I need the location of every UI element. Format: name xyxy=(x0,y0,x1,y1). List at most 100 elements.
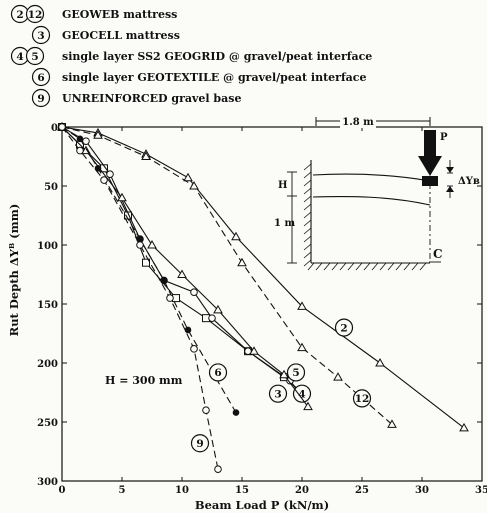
inset-load-label: P xyxy=(440,132,448,143)
hatch-mark xyxy=(403,262,411,271)
legend-label-3: single layer GEOTEXTILE @ gravel/peat in… xyxy=(62,71,367,84)
load-arrow-shaft xyxy=(424,130,436,156)
legend-mark-9: 9 xyxy=(31,88,51,108)
series-2-label: 2 xyxy=(334,318,354,337)
hatch-mark xyxy=(303,219,312,227)
series-6-label: 6 xyxy=(208,363,228,382)
series-12-label: 12 xyxy=(352,389,372,408)
series-3-point-4 xyxy=(142,258,150,267)
series-6-point-4 xyxy=(160,277,168,284)
series-3-label-circle xyxy=(268,384,288,403)
hatch-mark xyxy=(303,211,312,219)
series-6-label-text: 6 xyxy=(214,367,221,379)
series-9-label: 9 xyxy=(190,434,210,453)
legend-mark-5-text: 5 xyxy=(31,51,38,63)
hatch-mark xyxy=(307,262,315,271)
legend-mark-3-text: 3 xyxy=(37,30,44,42)
hatch-mark xyxy=(303,195,312,203)
load-arrow-head xyxy=(418,156,442,176)
legend-mark-6-circle xyxy=(31,67,51,87)
x-tick-label-30: 30 xyxy=(415,485,429,496)
h-annotation: H = 300 mm xyxy=(105,374,183,387)
y-tick-label-250: 250 xyxy=(37,418,58,429)
series-6-point-6 xyxy=(232,409,240,416)
series-9-point-1 xyxy=(76,146,84,155)
x-tick-label-15: 15 xyxy=(235,485,249,496)
y-tick-label-50: 50 xyxy=(44,182,58,193)
series-9-point-7 xyxy=(214,465,222,474)
series-9-point-4 xyxy=(166,294,174,302)
series-9-label-circle xyxy=(190,434,210,453)
hatch-mark xyxy=(419,262,427,271)
hatch-mark xyxy=(371,262,379,271)
plot-frame xyxy=(61,126,483,482)
legend-mark-9-circle xyxy=(31,88,51,108)
hatch-mark xyxy=(331,262,339,271)
y-tick-label-0: 0 xyxy=(51,123,58,134)
legend-mark-2-text: 2 xyxy=(16,9,23,21)
y-tick-label-150: 150 xyxy=(37,300,58,311)
series-2-point-5 xyxy=(297,301,307,310)
hatch-mark xyxy=(303,259,312,267)
legend-label-0: GEOWEB mattress xyxy=(62,8,177,21)
series-layer: 2 12 3 4 5 6 9 xyxy=(57,121,469,474)
series-2-point-6 xyxy=(375,357,385,367)
series-5-point-4 xyxy=(177,269,187,278)
series-2-label-text: 2 xyxy=(340,322,347,334)
series-9-point-2 xyxy=(100,176,108,184)
hatch-mark xyxy=(303,227,312,235)
series-2-line xyxy=(61,126,465,429)
x-tick-label-0: 0 xyxy=(59,485,66,496)
series-3: 3 xyxy=(58,123,306,403)
x-axis-title: Beam Load P (kN/m) xyxy=(195,498,329,512)
series-12-point-2 xyxy=(141,151,151,160)
x-tick-label-25: 25 xyxy=(355,485,369,496)
legend-label-1: GEOCELL mattress xyxy=(62,29,180,42)
legend-mark-12-circle xyxy=(25,4,45,24)
series-5-point-2 xyxy=(117,192,127,202)
inset-height-label-m: 1 m xyxy=(274,218,295,229)
hatch-mark xyxy=(395,262,403,271)
series-5-label-text: 5 xyxy=(292,367,299,379)
series-5-point-5 xyxy=(213,304,223,314)
y-tick-label-100: 100 xyxy=(37,241,58,252)
x-tick-label-35: 35 xyxy=(475,485,487,496)
hatch-mark xyxy=(303,203,312,211)
legend-mark-6-text: 6 xyxy=(37,72,44,84)
series-5-point-3 xyxy=(147,239,157,249)
series-6-label-circle xyxy=(208,363,228,382)
legend-mark-3-circle xyxy=(31,25,51,45)
legend-mark-9-text: 9 xyxy=(37,93,44,105)
hatch-mark xyxy=(303,243,312,251)
y-axis-title: Rut Depth ΔYᴮ (mm) xyxy=(7,204,21,337)
inset-centerline-label: C xyxy=(433,247,443,261)
series-5-point-6 xyxy=(249,346,259,355)
series-6-point-3 xyxy=(136,235,144,243)
hatch-mark xyxy=(303,235,312,243)
legend-mark-5-circle xyxy=(25,46,45,66)
legend-mark-6: 6 xyxy=(31,67,51,87)
inset-span-label: 1.8 m xyxy=(342,117,374,128)
series-5-point-8 xyxy=(303,401,313,411)
hatch-mark xyxy=(303,179,312,187)
x-tick-label-20: 20 xyxy=(295,485,309,496)
hatch-mark xyxy=(323,262,331,271)
inset-hatch xyxy=(303,163,427,271)
series-12-point-7 xyxy=(387,419,397,428)
x-tick-label-5: 5 xyxy=(119,485,126,496)
series-2-point-4 xyxy=(231,231,241,241)
series-9-point-0 xyxy=(58,123,66,131)
series-9-label-text: 9 xyxy=(196,438,203,450)
hatch-mark xyxy=(355,262,363,271)
hatch-mark xyxy=(387,262,395,271)
y-tick-label-200: 200 xyxy=(37,359,58,370)
series-9-line xyxy=(61,126,219,470)
series-4-point-2 xyxy=(106,170,114,178)
legend-label-4: UNREINFORCED gravel base xyxy=(62,92,241,105)
y-tick-label-300: 300 xyxy=(37,477,58,488)
series-6-point-5 xyxy=(184,326,192,334)
hatch-mark xyxy=(347,262,355,271)
series-5-label: 5 xyxy=(286,363,306,382)
series-4-point-6 xyxy=(208,314,216,322)
